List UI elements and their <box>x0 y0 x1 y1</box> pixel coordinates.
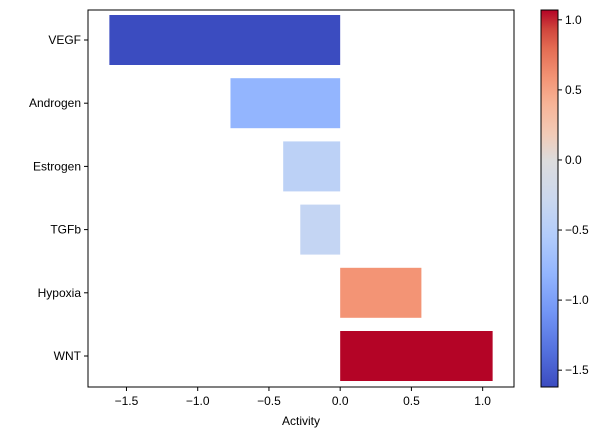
x-axis-label: Activity <box>282 414 320 428</box>
bar-androgen <box>230 78 341 129</box>
colorbar-tick-label: 1.0 <box>565 13 582 27</box>
colorbar: 1.0 0.5 0.0 −0.5 −1.0 −1.5 <box>540 9 589 388</box>
colorbar-tick-label: −1.5 <box>565 363 589 377</box>
colorbar-tick-label: 0.0 <box>565 153 582 167</box>
y-tick-label: Androgen <box>29 96 81 110</box>
y-tick-label: TGFb <box>50 223 81 237</box>
bar-wnt <box>340 331 493 381</box>
colorbar-tick-label: −1.0 <box>565 293 589 307</box>
colorbar-frame <box>540 9 559 388</box>
x-tick-label: 1.0 <box>474 394 491 408</box>
colorbar-gradient <box>541 10 558 387</box>
y-tick-label: Hypoxia <box>38 286 82 300</box>
bar-hypoxia <box>340 267 422 318</box>
x-tick-label: −1.0 <box>186 394 210 408</box>
x-tick-label: 0.0 <box>332 394 349 408</box>
x-tick-label: −1.5 <box>115 394 139 408</box>
plot-frame <box>87 9 515 388</box>
x-tick-label: −0.5 <box>257 394 281 408</box>
y-tick-label: VEGF <box>48 33 81 47</box>
x-tick-label: 0.5 <box>403 394 420 408</box>
bar-estrogen <box>283 141 341 192</box>
bar-vegf <box>109 15 341 65</box>
bar-tgfb <box>300 204 341 255</box>
y-tick-label: WNT <box>54 349 82 363</box>
y-tick-label: Estrogen <box>33 159 81 173</box>
colorbar-tick-label: 0.5 <box>565 83 582 97</box>
colorbar-tick-label: −0.5 <box>565 223 589 237</box>
plot-area: VEGF Androgen Estrogen TGFb Hypoxia WNT −1.5 −1… <box>29 9 515 428</box>
